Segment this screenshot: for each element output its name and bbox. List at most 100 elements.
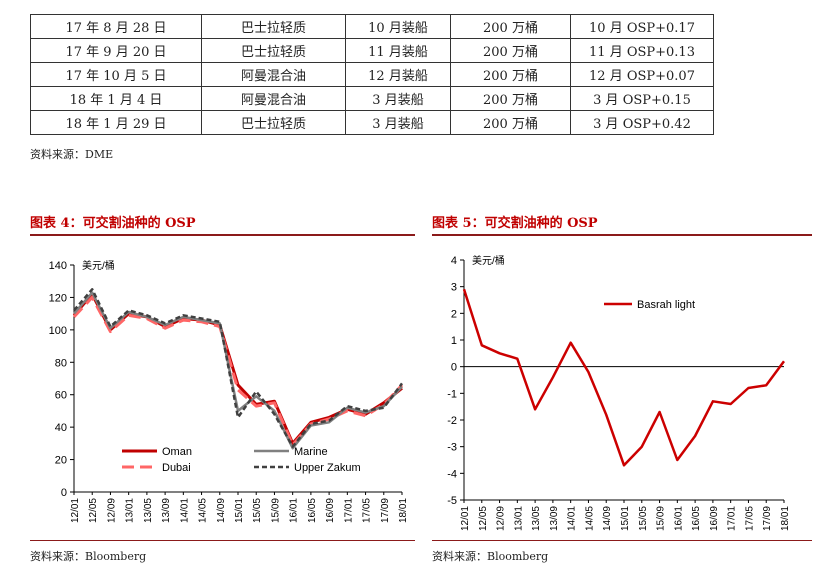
y-tick-label: -3 [447, 442, 457, 454]
x-tick-label: 12/01 [460, 506, 471, 531]
legend-label: Marine [294, 446, 328, 458]
y-tick-label: 60 [55, 390, 67, 402]
y-tick-label: -5 [447, 495, 457, 507]
osp-table: 17 年 8 月 28 日巴士拉轻质 10 月装船 200 万桶 10 月 OSP+0… [30, 14, 714, 135]
table-cell: 12 月装船 [345, 62, 451, 87]
x-tick-label: 17/01 [343, 498, 354, 523]
x-tick-label: 12/09 [106, 498, 117, 523]
x-tick-label: 16/01 [289, 498, 300, 523]
table-cell: 11 月 OSP+0.13 [570, 38, 714, 63]
y-tick-label: 3 [451, 282, 457, 294]
table-row: 17 年 10 月 5 日阿曼混合油 12 月装船 200 万桶 12 月 OSP+0… [30, 62, 714, 87]
table-row: 17 年 8 月 28 日巴士拉轻质 10 月装船 200 万桶 10 月 OSP+0… [30, 14, 714, 39]
x-tick-label: 16/09 [709, 506, 720, 531]
table-cell: 200 万桶 [450, 86, 571, 111]
table-cell: 阿曼混合油 [201, 86, 346, 111]
x-tick-label: 14/09 [216, 498, 227, 523]
y-tick-label: 0 [61, 487, 67, 499]
y-tick-label: 2 [451, 308, 457, 320]
figure4-source: 资料来源：Bloomberg [30, 550, 147, 563]
table-cell: 巴士拉轻质 [201, 110, 346, 135]
x-tick-label: 14/01 [567, 506, 578, 531]
table-cell: 巴士拉轻质 [201, 38, 346, 63]
figure4-bottom-rule [30, 540, 415, 541]
table-cell: 17 年 10 月 5 日 [30, 62, 202, 87]
x-tick-label: 13/01 [125, 498, 136, 523]
table-row: 18 年 1 月 4 日阿曼混合油 3 月装船 200 万桶 3 月 OSP+0.15 [30, 86, 714, 111]
x-tick-label: 13/09 [549, 506, 560, 531]
table-cell: 3 月装船 [345, 86, 451, 111]
table-cell: 18 年 1 月 4 日 [30, 86, 202, 111]
y-tick-label: -2 [447, 415, 457, 427]
series-line-upper-zakum [73, 288, 404, 448]
y-axis-unit: 美元/桶 [472, 254, 505, 267]
x-tick-label: 14/05 [198, 498, 209, 523]
x-tick-label: 12/01 [70, 498, 81, 523]
legend-label: Oman [162, 446, 192, 458]
table-cell: 200 万桶 [450, 14, 571, 39]
x-tick-label: 13/09 [161, 498, 172, 523]
y-tick-label: 0 [451, 362, 457, 374]
figure4-title: 图表 4：可交割油种的 OSP [30, 216, 196, 231]
figure5-source: 资料来源：Bloomberg [432, 550, 549, 563]
x-tick-label: 17/05 [362, 498, 373, 523]
table-cell: 巴士拉轻质 [201, 14, 346, 39]
x-tick-label: 17/01 [727, 506, 738, 531]
x-tick-label: 13/01 [513, 506, 524, 531]
y-tick-label: 20 [55, 455, 67, 467]
table-cell: 17 年 9 月 20 日 [30, 38, 202, 63]
table-cell: 11 月装船 [345, 38, 451, 63]
osp-table-body: 17 年 8 月 28 日巴士拉轻质 10 月装船 200 万桶 10 月 OSP+0… [30, 14, 714, 135]
x-tick-label: 17/09 [380, 498, 391, 523]
x-tick-label: 17/05 [744, 506, 755, 531]
legend-label: Basrah light [637, 299, 695, 311]
series-line-basrah-light [462, 288, 786, 467]
y-tick-label: 120 [49, 292, 67, 304]
x-tick-label: 18/01 [780, 506, 791, 531]
legend-label: Upper Zakum [294, 462, 361, 474]
x-tick-label: 15/09 [270, 498, 281, 523]
table-cell: 17 年 8 月 28 日 [30, 14, 202, 39]
x-tick-label: 12/05 [88, 498, 99, 523]
x-tick-label: 15/05 [252, 498, 263, 523]
figure5-top-rule [432, 234, 812, 236]
table-cell: 200 万桶 [450, 62, 571, 87]
x-tick-label: 15/01 [620, 506, 631, 531]
x-tick-label: 14/01 [179, 498, 190, 523]
figure4-top-rule [30, 234, 415, 236]
table-cell: 3 月 OSP+0.42 [570, 110, 714, 135]
figure5-chart: -5 -4 -3 -2 -1 0 1 2 3 4 12/01 12/05 12/09 13/01 13/05… [447, 254, 791, 531]
y-tick-label: 140 [49, 260, 67, 272]
figure5-bottom-rule [432, 540, 812, 541]
table-cell: 3 月装船 [345, 110, 451, 135]
table-row: 18 年 1 月 29 日巴士拉轻质 3 月装船 200 万桶 3 月 OSP+0.4… [30, 110, 714, 135]
y-tick-label: 1 [451, 335, 457, 347]
y-tick-label: 4 [451, 255, 457, 267]
x-tick-label: 15/01 [234, 498, 245, 523]
x-tick-label: 14/09 [602, 506, 613, 531]
y-axis-unit: 美元/桶 [82, 259, 115, 272]
legend-label: Dubai [162, 462, 191, 474]
series-line-marine [73, 291, 403, 450]
x-tick-label: 16/01 [673, 506, 684, 531]
table-row: 17 年 9 月 20 日巴士拉轻质 11 月装船 200 万桶 11 月 OSP+0… [30, 38, 714, 63]
table-cell: 阿曼混合油 [201, 62, 346, 87]
table-cell: 3 月 OSP+0.15 [570, 86, 714, 111]
table-source: 资料来源：DME [30, 148, 114, 161]
y-tick-label: -1 [447, 388, 457, 400]
figure5-title: 图表 5：可交割油种的 OSP [432, 216, 598, 231]
series-line-dubai [72, 295, 404, 447]
y-tick-label: 40 [55, 422, 67, 434]
x-tick-label: 13/05 [143, 498, 154, 523]
table-cell: 10 月装船 [345, 14, 451, 39]
table-cell: 200 万桶 [450, 38, 571, 63]
table-cell: 18 年 1 月 29 日 [30, 110, 202, 135]
x-tick-label: 12/09 [496, 506, 507, 531]
x-tick-label: 14/05 [584, 506, 595, 531]
y-tick-label: 100 [49, 325, 67, 337]
x-tick-label: 15/05 [638, 506, 649, 531]
x-tick-label: 17/09 [762, 506, 773, 531]
figure4-chart: 0 20 40 60 80 100 120 140 12/01 12/05 12/09 13/01 13… [49, 259, 409, 523]
x-tick-label: 12/05 [478, 506, 489, 531]
x-tick-label: 15/09 [656, 506, 667, 531]
